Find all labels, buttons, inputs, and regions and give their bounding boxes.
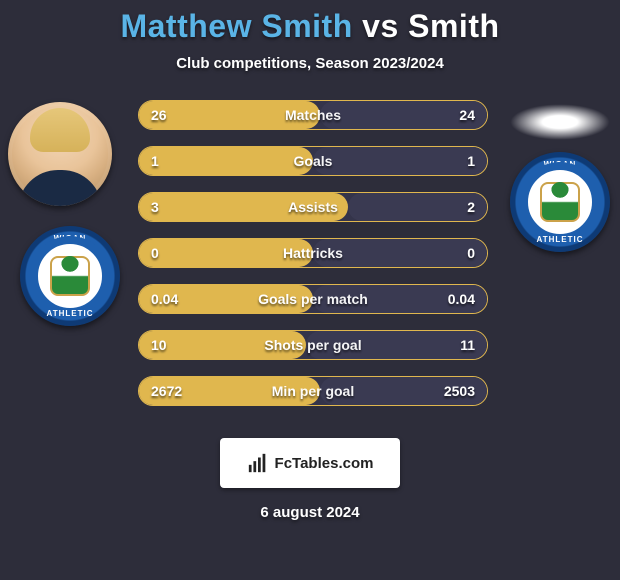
- brand-text: FcTables.com: [275, 455, 374, 472]
- comparison-panel: WIGAN ATHLETIC WIGAN ATHLETIC 2624Matche…: [0, 92, 620, 432]
- stat-label-right-half: per goal: [300, 383, 354, 399]
- stat-row: 2624Matches: [138, 100, 488, 130]
- chart-icon: [247, 452, 269, 474]
- vs-text: vs: [362, 8, 399, 44]
- stat-label-right-half: ricks: [310, 245, 343, 261]
- stat-label-left-half: Mat: [285, 107, 309, 123]
- stat-row: 0.040.04Goals per match: [138, 284, 488, 314]
- stat-label-right-half: ches: [309, 107, 341, 123]
- player1-club-badge: WIGAN ATHLETIC: [20, 226, 120, 326]
- stat-label: Assists: [139, 199, 487, 215]
- stat-label-right-half: ists: [314, 199, 338, 215]
- stats-list: 2624Matches 11Goals 32Assists 00Hattricks 0.…: [138, 100, 488, 406]
- page-title: Matthew Smith vs Smith: [0, 8, 620, 45]
- stat-label-left-half: Min: [272, 383, 300, 399]
- stat-label-left-half: Goals: [258, 291, 301, 307]
- stat-label: Shots per goal: [139, 337, 487, 353]
- stat-label-left-half: Shots: [264, 337, 307, 353]
- player2-avatar-placeholder: [510, 104, 610, 140]
- stat-row: 32Assists: [138, 192, 488, 222]
- stat-row: 00Hattricks: [138, 238, 488, 268]
- stat-label: Hattricks: [139, 245, 487, 261]
- stat-label-left-half: Hatt: [283, 245, 310, 261]
- club-badge-tree-icon: [551, 182, 569, 200]
- stat-row: 26722503Min per goal: [138, 376, 488, 406]
- club-badge-bottom-text: ATHLETIC: [20, 309, 120, 318]
- stat-label: Goals per match: [139, 291, 487, 307]
- stat-row: 11Goals: [138, 146, 488, 176]
- subtitle: Club competitions, Season 2023/2024: [0, 55, 620, 72]
- stat-label-right-half: per goal: [307, 337, 361, 353]
- player2-name: Smith: [408, 8, 499, 44]
- stat-label-left-half: Go: [294, 153, 313, 169]
- club-badge-tree-icon: [61, 256, 79, 274]
- stat-row: 1011Shots per goal: [138, 330, 488, 360]
- stat-label: Min per goal: [139, 383, 487, 399]
- stat-label-left-half: Ass: [288, 199, 314, 215]
- stat-label: Goals: [139, 153, 487, 169]
- footer-date: 6 august 2024: [0, 504, 620, 521]
- stat-label-right-half: als: [313, 153, 332, 169]
- player1-avatar: [8, 102, 112, 206]
- stat-label: Matches: [139, 107, 487, 123]
- club-badge-bottom-text: ATHLETIC: [510, 235, 610, 244]
- player2-club-badge: WIGAN ATHLETIC: [510, 152, 610, 252]
- brand-badge[interactable]: FcTables.com: [220, 438, 400, 488]
- player1-name: Matthew Smith: [120, 8, 352, 44]
- header: Matthew Smith vs Smith Club competitions…: [0, 0, 620, 72]
- stat-label-right-half: per match: [301, 291, 368, 307]
